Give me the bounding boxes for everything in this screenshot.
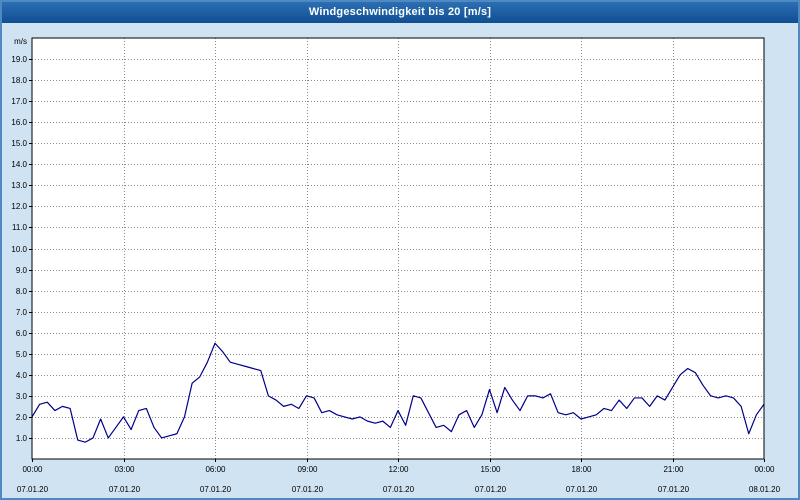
y-tick-label: 18.0 [11,76,27,85]
x-tick-date-label: 08.01.20 [749,485,781,494]
x-tick-time-label: 00:00 [754,465,775,474]
y-tick-label: 16.0 [11,118,27,127]
x-tick-time-label: 09:00 [297,465,318,474]
x-tick-date-label: 07.01.20 [200,485,232,494]
x-tick-time-label: 21:00 [663,465,684,474]
x-tick-time-label: 03:00 [114,465,135,474]
y-tick-label: 13.0 [11,181,27,190]
x-tick-date-label: 07.01.20 [475,485,507,494]
y-tick-label: 14.0 [11,160,27,169]
y-tick-label: 6.0 [16,329,28,338]
y-tick-label: 1.0 [16,434,28,443]
chart-title-bar: Windgeschwindigkeit bis 20 [m/s] [2,2,798,23]
x-tick-time-label: 00:00 [22,465,43,474]
x-tick-date-label: 07.01.20 [566,485,598,494]
y-tick-label: 15.0 [11,139,27,148]
x-tick-date-label: 07.01.20 [383,485,415,494]
y-tick-label: 19.0 [11,55,27,64]
y-tick-label: 8.0 [16,287,28,296]
y-tick-label: 7.0 [16,308,28,317]
x-tick-time-label: 15:00 [480,465,501,474]
x-tick-date-label: 07.01.20 [658,485,690,494]
y-tick-label: 9.0 [16,266,28,275]
x-tick-time-label: 12:00 [388,465,409,474]
wind-speed-chart: 1.0 2.0 3.0 4.0 5.0 6.0 7.0 8.0 9.0 10.0 11.0 12.0 1… [11,37,781,494]
y-tick-label: 10.0 [11,245,27,254]
x-tick-date-label: 07.01.20 [109,485,141,494]
x-tick-time-label: 18:00 [571,465,592,474]
x-tick-date-label: 07.01.20 [17,485,49,494]
x-tick-time-label: 06:00 [205,465,226,474]
y-tick-label: 5.0 [16,350,28,359]
y-axis-unit-label: m/s [14,37,27,46]
plot-border [31,37,765,460]
y-tick-label: 2.0 [16,413,28,422]
series-line-Windgeschwindigkeit [31,342,765,443]
y-tick-label: 12.0 [11,202,27,211]
y-tick-label: 3.0 [16,392,28,401]
y-tick-label: 17.0 [11,97,27,106]
y-tick-label: 4.0 [16,371,28,380]
x-tick-date-label: 07.01.20 [292,485,324,494]
y-tick-label: 11.0 [12,223,28,232]
